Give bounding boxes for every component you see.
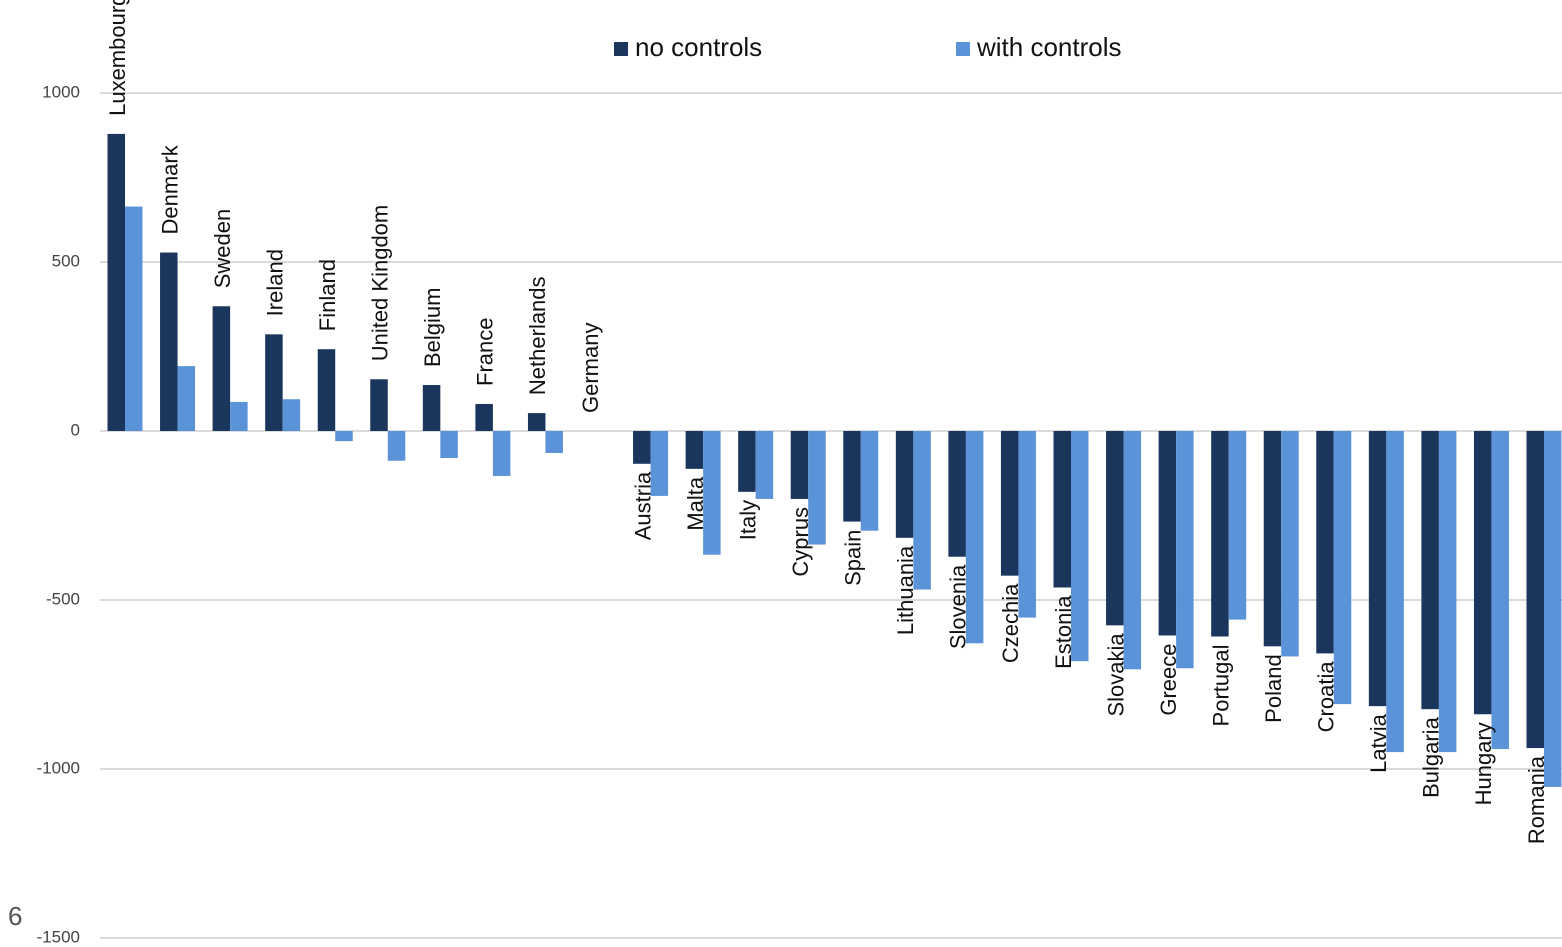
bar	[1368, 431, 1387, 707]
bar	[1281, 431, 1299, 657]
bar	[948, 431, 966, 557]
bar	[545, 431, 563, 453]
bar	[1526, 431, 1544, 749]
bar	[387, 431, 406, 461]
page-number: 6	[8, 901, 22, 931]
x-tick-label: Slovenia	[946, 564, 971, 649]
x-tick-label: Hungary	[1471, 722, 1496, 805]
bar	[1228, 431, 1247, 620]
bar	[265, 334, 283, 431]
bar	[1473, 431, 1492, 715]
x-tick-label: Sweden	[210, 209, 235, 289]
bar	[703, 431, 721, 555]
x-tick-label: Italy	[735, 500, 760, 540]
x-tick-label: Netherlands	[525, 276, 550, 395]
bar	[125, 206, 143, 431]
bar	[160, 252, 178, 431]
bar	[1316, 431, 1334, 654]
bar	[317, 349, 336, 431]
x-tick-label: Germany	[578, 323, 603, 413]
bar	[440, 431, 458, 459]
y-tick-label: -1000	[37, 758, 80, 777]
bar	[1018, 431, 1036, 618]
x-tick-label: Poland	[1261, 654, 1286, 723]
bar	[685, 431, 704, 469]
bar	[965, 431, 984, 644]
legend-swatch	[956, 42, 970, 56]
x-tick-label: Finland	[315, 259, 340, 331]
bar	[370, 379, 388, 431]
bar	[422, 385, 441, 431]
x-tick-label: Spain	[841, 530, 866, 586]
bar	[860, 431, 879, 531]
x-tick-label: United Kingdom	[368, 205, 393, 362]
bar	[755, 431, 774, 499]
x-tick-label: Belgium	[420, 288, 445, 367]
x-tick-label: France	[473, 317, 498, 385]
bar	[1071, 431, 1089, 662]
bar	[790, 431, 809, 499]
bar	[107, 133, 125, 431]
x-tick-label: Denmark	[157, 144, 182, 234]
bar	[650, 431, 669, 496]
x-tick-label: Lithuania	[893, 545, 918, 635]
bar	[1263, 431, 1282, 647]
legend-label: with controls	[976, 32, 1122, 62]
legend-swatch	[614, 42, 628, 56]
bar	[1333, 431, 1352, 705]
x-tick-label: Bulgaria	[1419, 716, 1444, 797]
bar	[230, 401, 248, 431]
y-tick-label: 1000	[42, 82, 80, 101]
bar	[895, 431, 914, 538]
bar	[282, 399, 301, 431]
x-tick-label: Croatia	[1314, 661, 1339, 733]
x-tick-label: Slovakia	[1103, 633, 1128, 717]
bar	[1544, 431, 1562, 787]
x-tick-label: Estonia	[1051, 595, 1076, 669]
x-tick-label: Ireland	[262, 249, 287, 316]
bar	[475, 403, 493, 431]
x-tick-label: Cyprus	[788, 507, 813, 577]
bar	[808, 431, 826, 545]
y-tick-label: -500	[46, 589, 80, 608]
bar	[1491, 431, 1509, 750]
x-tick-label: Czechia	[998, 583, 1023, 663]
bar	[1421, 431, 1439, 710]
bar	[843, 431, 861, 522]
bar	[1211, 431, 1229, 637]
x-tick-label: Greece	[1156, 643, 1181, 715]
y-tick-label: 500	[52, 251, 80, 270]
bar	[1123, 431, 1142, 670]
bar	[1053, 431, 1071, 588]
bar	[527, 413, 546, 431]
x-tick-label: Romania	[1524, 755, 1549, 844]
bar	[1386, 431, 1404, 753]
bar	[212, 306, 231, 431]
bar	[1106, 431, 1124, 626]
bar	[1438, 431, 1457, 753]
x-tick-label: Austria	[630, 471, 655, 540]
bar	[738, 431, 756, 492]
bar	[335, 431, 353, 442]
bar	[913, 431, 931, 590]
bar	[633, 431, 651, 464]
bar	[1000, 431, 1019, 576]
x-tick-label: Luxembourg	[105, 0, 130, 116]
y-tick-label: -1500	[37, 927, 80, 946]
bar	[177, 366, 196, 431]
legend-label: no controls	[635, 32, 762, 62]
bar	[492, 431, 511, 476]
bar	[1158, 431, 1177, 636]
bar	[1176, 431, 1194, 669]
x-tick-label: Malta	[683, 476, 708, 531]
y-tick-label: 0	[71, 420, 80, 439]
x-tick-label: Portugal	[1208, 645, 1233, 727]
x-tick-label: Latvia	[1366, 713, 1391, 772]
